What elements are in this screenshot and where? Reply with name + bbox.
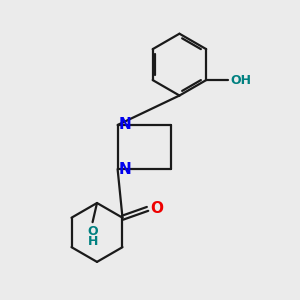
Text: O: O bbox=[87, 225, 98, 238]
Text: OH: OH bbox=[231, 74, 252, 87]
Text: N: N bbox=[119, 118, 132, 133]
Text: H: H bbox=[87, 235, 98, 248]
Text: O: O bbox=[150, 201, 163, 216]
Text: N: N bbox=[119, 162, 132, 177]
